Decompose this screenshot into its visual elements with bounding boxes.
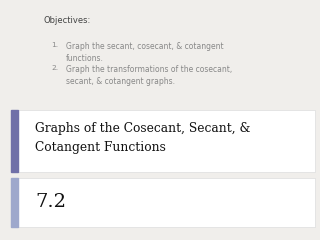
Text: Graph the secant, cosecant, & cotangent: Graph the secant, cosecant, & cotangent bbox=[66, 42, 223, 51]
Text: Graph the transformations of the cosecant,: Graph the transformations of the cosecan… bbox=[66, 65, 232, 74]
Text: Objectives:: Objectives: bbox=[43, 16, 91, 25]
Text: Cotangent Functions: Cotangent Functions bbox=[35, 141, 166, 154]
Text: 7.2: 7.2 bbox=[35, 192, 66, 211]
Bar bbox=[11, 178, 18, 227]
Text: secant, & cotangent graphs.: secant, & cotangent graphs. bbox=[66, 77, 175, 86]
Bar bbox=[11, 178, 315, 227]
Text: Graphs of the Cosecant, Secant, &: Graphs of the Cosecant, Secant, & bbox=[35, 122, 251, 135]
Bar bbox=[11, 110, 315, 172]
Bar bbox=[11, 110, 18, 172]
Text: functions.: functions. bbox=[66, 54, 103, 63]
Text: 1.: 1. bbox=[51, 42, 58, 48]
Text: 2.: 2. bbox=[51, 65, 58, 71]
